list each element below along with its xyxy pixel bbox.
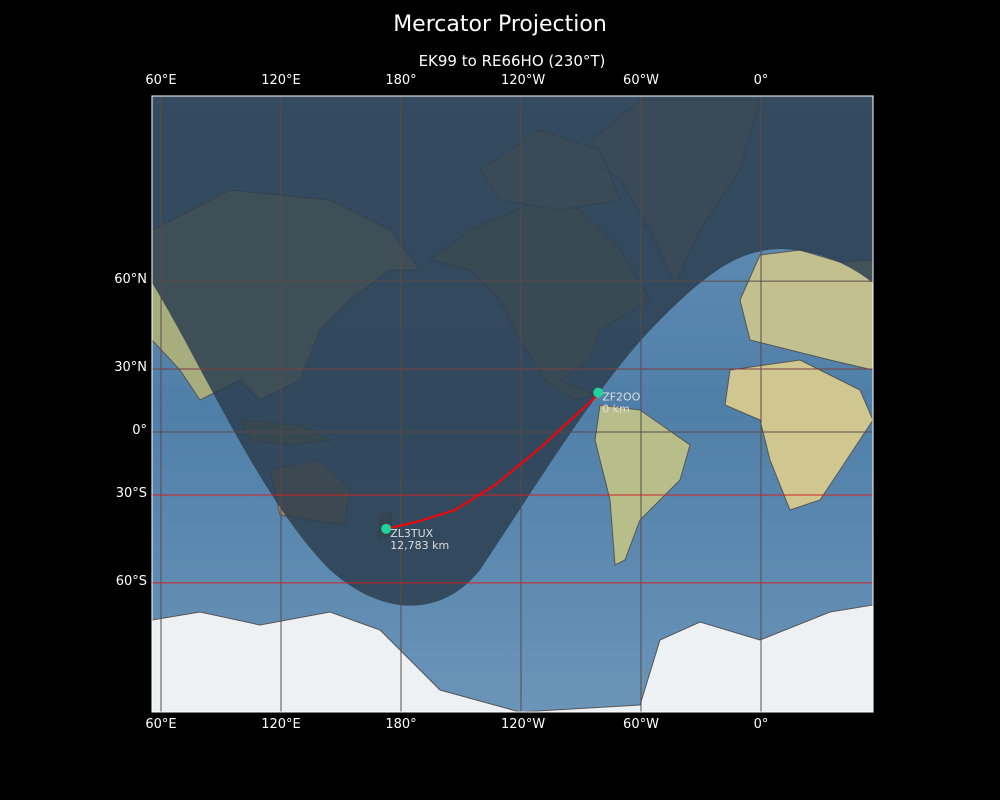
antarctica — [152, 604, 873, 712]
map-frame — [151, 95, 874, 713]
latitude-tick-label: 60°S — [115, 573, 147, 589]
longitude-tick-label: 60°E — [145, 717, 177, 732]
figure-title: Mercator Projection — [393, 12, 607, 37]
latitude-tick-label: 60°N — [114, 272, 147, 288]
great-circle-path — [385, 393, 600, 530]
night-overlay — [152, 96, 873, 606]
longitude-tick-label: 120°E — [261, 717, 301, 732]
station-marker[interactable] — [381, 523, 392, 534]
station-distance: 12,783 km — [390, 539, 449, 552]
longitude-tick-label: 60°W — [623, 717, 659, 732]
map-subtitle: EK99 to RE66HO (230°T) — [418, 52, 606, 70]
station-callsign: ZL3TUX — [390, 527, 433, 540]
longitude-tick-label: 180° — [385, 73, 417, 88]
longitude-tick-label: 120°W — [501, 73, 546, 88]
longitude-tick-label: 120°E — [261, 73, 301, 88]
station-distance: 0 km — [602, 403, 630, 416]
latitude-tick-label: 0° — [132, 423, 147, 438]
station-marker[interactable] — [593, 387, 604, 398]
graticule — [152, 96, 873, 712]
longitude-tick-label: 0° — [753, 717, 769, 732]
longitude-tick-label: 120°W — [501, 717, 546, 732]
latitude-tick-label: 30°S — [115, 485, 147, 501]
station-callsign: ZF2OO — [602, 391, 641, 404]
latitude-tick-label: 30°N — [114, 360, 147, 376]
south-america — [594, 404, 691, 566]
longitude-tick-label: 60°W — [623, 73, 659, 88]
longitude-tick-label: 0° — [753, 73, 769, 88]
longitude-tick-label: 180° — [385, 717, 417, 732]
longitude-tick-label: 60°E — [145, 73, 177, 88]
africa — [724, 359, 873, 511]
europe — [739, 249, 873, 371]
